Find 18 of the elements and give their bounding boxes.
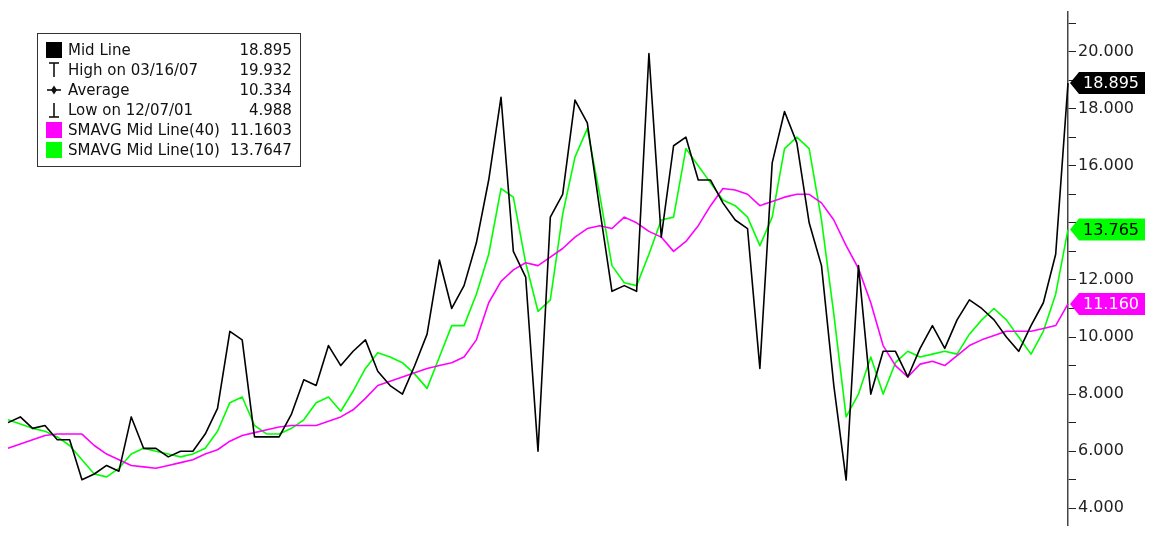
text: 18.895 bbox=[1083, 73, 1139, 93]
annotation: 18.895 bbox=[238, 40, 292, 60]
text: High on 03/16/07 19.932 bbox=[68, 61, 292, 79]
y-tick-label: 10.000 bbox=[1078, 326, 1134, 346]
text: Average 10.334 bbox=[68, 81, 292, 99]
y-tick-label: 18.000 bbox=[1078, 97, 1134, 117]
text: 13.765 bbox=[1083, 219, 1139, 239]
legend-label: SMAVG Mid Line(10) 13.7647 bbox=[68, 140, 292, 160]
y-tick-label: 8.000 bbox=[1078, 383, 1124, 403]
text: Mid Line bbox=[68, 41, 131, 59]
y-tick-label: 20.000 bbox=[1078, 40, 1134, 60]
text: 11.160 bbox=[1083, 294, 1139, 314]
y-tick-label: 16.000 bbox=[1078, 154, 1134, 174]
y-tick-label: 4.000 bbox=[1078, 497, 1124, 517]
y-tick-label: 12.000 bbox=[1078, 269, 1134, 289]
legend-label: SMAVG Mid Line(40) 11.1603 bbox=[68, 120, 292, 140]
y-tick-label: 6.000 bbox=[1078, 440, 1124, 460]
text: Low on 12/07/01 4.988 bbox=[68, 101, 292, 119]
